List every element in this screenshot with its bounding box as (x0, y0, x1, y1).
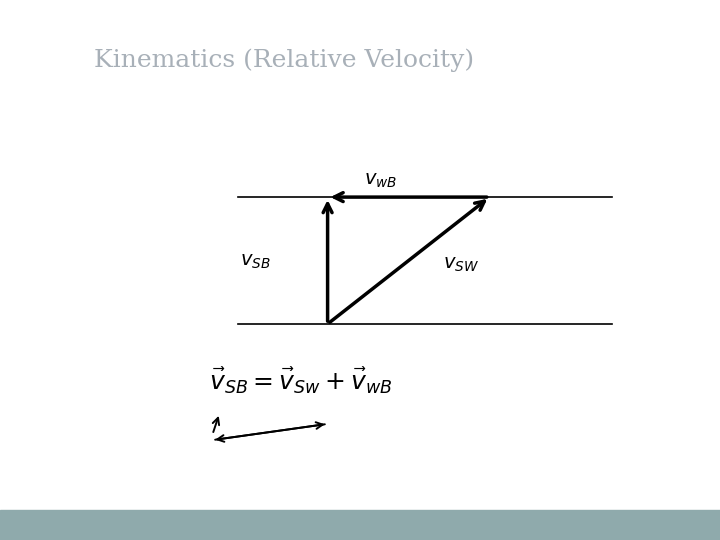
Text: $v_{SB}$: $v_{SB}$ (240, 253, 271, 271)
Text: $v_{wB}$: $v_{wB}$ (364, 172, 397, 190)
Text: $v_{SW}$: $v_{SW}$ (443, 255, 479, 274)
Text: $\vec{v}_{SB} = \vec{v}_{Sw} + \vec{v}_{wB}$: $\vec{v}_{SB} = \vec{v}_{Sw} + \vec{v}_{… (209, 366, 392, 396)
Bar (0, 510, 720, 540)
Text: Kinematics (Relative Velocity): Kinematics (Relative Velocity) (94, 49, 474, 72)
